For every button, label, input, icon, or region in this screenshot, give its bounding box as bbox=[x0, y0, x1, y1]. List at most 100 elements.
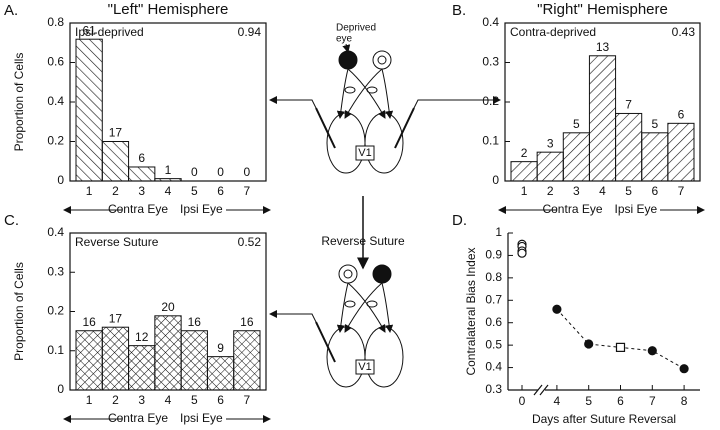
electrode bbox=[394, 107, 415, 149]
y-tick-label: 0.3 bbox=[47, 264, 64, 278]
cell-count: 16 bbox=[188, 315, 202, 329]
x-tick-label: 3 bbox=[573, 184, 580, 198]
pointer bbox=[342, 43, 351, 53]
panel-label: D. bbox=[452, 212, 467, 229]
pupil bbox=[343, 269, 353, 279]
x-tick-label: 7 bbox=[678, 184, 685, 198]
y-tick-label: 0.2 bbox=[482, 94, 499, 108]
y-tick-label: 0.7 bbox=[485, 292, 502, 306]
cell-count: 7 bbox=[625, 98, 632, 112]
optic-fiber bbox=[347, 68, 386, 119]
y-tick-label: 0.3 bbox=[482, 55, 499, 69]
y-tick-label: 0.5 bbox=[485, 337, 502, 351]
electrode bbox=[315, 321, 336, 363]
y-tick-label: 0.2 bbox=[47, 304, 64, 318]
bar bbox=[75, 38, 103, 182]
bias-index: 0.94 bbox=[238, 25, 262, 39]
panel-label: C. bbox=[4, 212, 19, 229]
y-tick-label: 0.4 bbox=[47, 225, 64, 239]
bar bbox=[154, 178, 182, 182]
chart-title: "Left" Hemisphere bbox=[108, 1, 229, 18]
recording-line bbox=[269, 310, 317, 323]
recording-line bbox=[269, 96, 317, 109]
x-tick-label: 4 bbox=[165, 184, 172, 198]
panel-label: A. bbox=[4, 2, 18, 19]
cell-count: 0 bbox=[217, 165, 224, 179]
x-tick-label: 6 bbox=[217, 184, 224, 198]
x-tick-label: 1 bbox=[86, 184, 93, 198]
chart-title: "Right" Hemisphere bbox=[537, 1, 668, 18]
deprived-eye-label: Deprived bbox=[336, 23, 376, 34]
pupil bbox=[377, 55, 387, 65]
recording-line bbox=[413, 96, 501, 109]
bar bbox=[510, 161, 538, 182]
cell-count: 9 bbox=[217, 341, 224, 355]
bar bbox=[536, 151, 564, 182]
x-tick-label: 4 bbox=[554, 394, 561, 408]
x-label-left: Contra Eye bbox=[108, 202, 168, 216]
bar bbox=[180, 330, 208, 391]
cell-count: 5 bbox=[573, 117, 580, 131]
x-tick-label: 2 bbox=[547, 184, 554, 198]
x-tick-label: 5 bbox=[191, 393, 198, 407]
x-tick-label: 2 bbox=[112, 393, 119, 407]
axis-break bbox=[539, 384, 549, 396]
bar bbox=[615, 112, 643, 182]
cell-count: 16 bbox=[82, 315, 96, 329]
optic-fiber bbox=[381, 282, 394, 333]
y-axis-label: Proportion of Cells bbox=[12, 262, 26, 361]
bar bbox=[667, 122, 695, 182]
cell-count: 17 bbox=[109, 126, 123, 140]
bar bbox=[128, 166, 156, 182]
x-tick-label: 4 bbox=[165, 393, 172, 407]
marker bbox=[584, 339, 594, 349]
x-tick-label: 7 bbox=[244, 184, 251, 198]
y-tick-label: 0.6 bbox=[47, 55, 64, 69]
eye bbox=[338, 50, 358, 70]
y-tick-label: 0.9 bbox=[485, 248, 502, 262]
annotation: Contra-deprived bbox=[510, 25, 596, 39]
x-label-left: Contra Eye bbox=[108, 411, 168, 425]
bar bbox=[128, 345, 156, 391]
hemisphere bbox=[364, 326, 404, 388]
lgn bbox=[344, 86, 356, 94]
eye bbox=[372, 264, 392, 284]
electrode bbox=[315, 107, 336, 149]
series-line bbox=[556, 308, 685, 370]
lgn bbox=[366, 300, 378, 308]
bar bbox=[101, 141, 130, 182]
cell-count: 20 bbox=[161, 300, 175, 314]
cell-count: 2 bbox=[521, 146, 528, 160]
cell-count: 13 bbox=[596, 40, 610, 54]
y-tick-label: 1 bbox=[495, 225, 502, 239]
marker bbox=[647, 346, 657, 356]
x-tick-label: 6 bbox=[217, 393, 224, 407]
x-tick-label: 8 bbox=[681, 394, 688, 408]
x-label-left: Contra Eye bbox=[542, 202, 602, 216]
optic-fiber bbox=[347, 282, 386, 333]
y-tick-label: 0.4 bbox=[482, 15, 499, 29]
cell-count: 16 bbox=[240, 315, 254, 329]
y-tick-label: 0.8 bbox=[47, 15, 64, 29]
x-label-right: Ipsi Eye bbox=[180, 202, 223, 216]
optic-fiber bbox=[344, 282, 383, 333]
cell-count: 1 bbox=[165, 163, 172, 177]
bias-index: 0.43 bbox=[672, 25, 696, 39]
y-tick-label: 0.6 bbox=[485, 315, 502, 329]
y-tick-label: 0 bbox=[57, 382, 64, 396]
y-axis-label: Proportion of Cells bbox=[12, 53, 26, 152]
cell-count: 5 bbox=[651, 117, 658, 131]
y-tick-label: 0 bbox=[57, 173, 64, 187]
lgn bbox=[366, 86, 378, 94]
x-tick-label: 7 bbox=[649, 394, 656, 408]
y-tick-label: 0.8 bbox=[485, 270, 502, 284]
cell-count: 6 bbox=[678, 108, 685, 122]
y-tick-label: 0.1 bbox=[482, 134, 499, 148]
x-tick-label: 1 bbox=[521, 184, 528, 198]
x-tick-label: 3 bbox=[138, 184, 145, 198]
axis-break bbox=[533, 384, 543, 396]
bar bbox=[233, 330, 261, 391]
y-tick-label: 0.2 bbox=[47, 134, 64, 148]
bar bbox=[101, 326, 130, 391]
annotation: Reverse Suture bbox=[75, 235, 159, 249]
